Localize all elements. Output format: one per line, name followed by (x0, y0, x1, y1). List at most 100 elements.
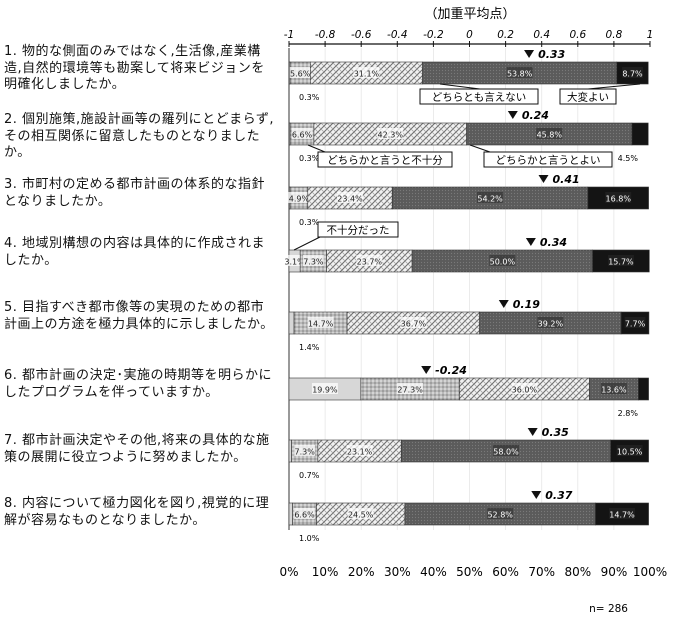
weighted-mean-label: 0.24 (522, 109, 549, 122)
weighted-mean-label: 0.35 (542, 426, 569, 439)
callout-leader (587, 83, 641, 90)
legend-label: どちらかと言うと不十分 (327, 154, 443, 167)
segment-label: 4.9% (289, 195, 310, 204)
weighted-tick-label: 0.6 (569, 29, 586, 41)
segment-label-bg (489, 255, 516, 266)
segment-label-bg (377, 128, 404, 139)
segment-label: 1.0% (299, 534, 320, 543)
weighted-mean-marker (527, 428, 538, 436)
segment-label: 6.6% (294, 511, 315, 520)
weighted-mean-label: 0.37 (545, 489, 572, 502)
segment-label-bg (511, 383, 538, 394)
percent-tick-label: 50% (456, 565, 483, 579)
segment-label-bg (288, 192, 310, 203)
bar-row: 3.1%7.3% 23.7% 50.0% 15.7% 0.34 (284, 236, 650, 273)
segment-label-bg (356, 255, 383, 266)
question-list: 1. 物的な側面のみではなく,生活像,産業構造,自然的環境等も勘案して将来ビジョ… (0, 0, 280, 625)
segment-label-bg (397, 383, 424, 394)
segment-label-bg (492, 445, 519, 456)
bar-row: 0.7% 7.3% 23.1% 58.0% 10.5% 0.35 (288, 426, 649, 480)
weighted-mean-marker (507, 111, 518, 119)
bar-segment (288, 439, 292, 463)
segment-label: 19.9% (312, 386, 338, 395)
weighted-tick-label: -1 (284, 29, 294, 41)
percent-tick-label: 0% (279, 565, 298, 579)
weighted-mean-label: 0.34 (540, 236, 567, 249)
segment-label-bg (605, 192, 632, 203)
segment-label: 16.8% (606, 195, 632, 204)
segment-label: 4.5% (618, 154, 639, 163)
segment-label: 0.3% (299, 218, 320, 227)
segment-label: 54.2% (477, 195, 503, 204)
segment-label-bg (506, 67, 533, 78)
callout-leader (439, 83, 481, 90)
weighted-mean-marker (421, 366, 432, 374)
segment-label: 52.8% (487, 511, 513, 520)
segment-label-bg (536, 128, 563, 139)
segment-label-bg (353, 67, 380, 78)
callout-leader (469, 144, 491, 153)
weighted-mean-marker (531, 491, 542, 499)
callout-box (483, 151, 613, 168)
legend-callout: どちらかと言うとよい (469, 144, 613, 168)
bar-row: 0.3% 6.6% 42.3% 45.8% 4.5% 0.24 (288, 109, 649, 163)
segment-label: 10.5% (617, 448, 643, 457)
percent-tick-label: 70% (528, 565, 555, 579)
segment-label-bg (307, 317, 334, 328)
question-text: 1. 物的な側面のみではなく,生活像,産業構造,自然的環境等も勘案して将来ビジョ… (4, 44, 265, 92)
legend-callout: 不十分だった (293, 221, 399, 251)
segment-label: 24.5% (348, 511, 374, 520)
segment-label: 15.7% (608, 258, 634, 267)
question-text: 6. 都市計画の決定･実施の時期等を明らかにしたプログラムを伴っていますか。 (4, 368, 273, 400)
legend-label: 大変よい (567, 91, 609, 104)
segment-label-bg (294, 508, 315, 519)
segment-label: 36.7% (401, 320, 427, 329)
bar-segment (288, 311, 295, 335)
segment-label: 42.3% (378, 131, 404, 140)
weighted-tick-label: 0.8 (606, 29, 623, 41)
bar-segment (631, 122, 649, 146)
legend-callout: どちらかと言うと不十分 (307, 144, 453, 168)
segment-label: 58.0% (493, 448, 519, 457)
weighted-mean-label: 0.33 (538, 48, 565, 61)
legend-label: どちらかと言うとよい (496, 154, 601, 167)
segment-label: 13.6% (601, 386, 627, 395)
weighted-mean-label: 0.19 (513, 298, 540, 311)
callout-box (559, 88, 617, 105)
segment-label: 36.0% (512, 386, 538, 395)
bar-segment (288, 502, 293, 526)
segment-label-bg (400, 317, 427, 328)
segment-label: 27.3% (397, 386, 423, 395)
callout-box (317, 151, 453, 168)
legend-callout: 大変よい (559, 83, 641, 105)
weighted-mean-marker (498, 300, 509, 308)
percent-tick-label: 60% (492, 565, 519, 579)
segment-label: 1.4% (299, 343, 320, 352)
segment-label: 6.6% (292, 131, 313, 140)
segment-label-bg (487, 508, 514, 519)
weighted-tick-label: 1 (647, 29, 654, 41)
segment-label-bg (600, 383, 627, 394)
segment-label: 50.0% (490, 258, 516, 267)
callout-leader (307, 144, 326, 153)
chart-title: （加重平均点） (424, 6, 515, 22)
weighted-tick-label: 0.4 (533, 29, 550, 41)
bar-row: 1.4% 14.7% 36.7% 39.2% 7.7% 0.19 (288, 298, 650, 352)
segment-label: 23.7% (357, 258, 383, 267)
segment-label: 0.7% (299, 471, 320, 480)
weighted-tick-label: 0.2 (497, 29, 514, 41)
segment-label-bg (337, 192, 364, 203)
percent-tick-label: 100% (633, 565, 667, 579)
bar-row: 19.9% 27.3% 36.0% 13.6% 2.8% -0.24 (288, 364, 649, 418)
segment-label-bg (477, 192, 504, 203)
segment-label-bg (311, 383, 338, 394)
percent-tick-label: 40% (420, 565, 447, 579)
segment-label-bg (624, 317, 646, 328)
bar-row: 1.0% 6.6% 24.5% 52.8% 14.7% 0.37 (288, 489, 649, 543)
percent-tick-label: 10% (312, 565, 339, 579)
segment-label: 7.3% (295, 448, 316, 457)
callout-box (317, 221, 399, 238)
segment-label-bg (622, 67, 643, 78)
percent-tick-label: 20% (348, 565, 375, 579)
segment-label: 7.3% (303, 258, 324, 267)
